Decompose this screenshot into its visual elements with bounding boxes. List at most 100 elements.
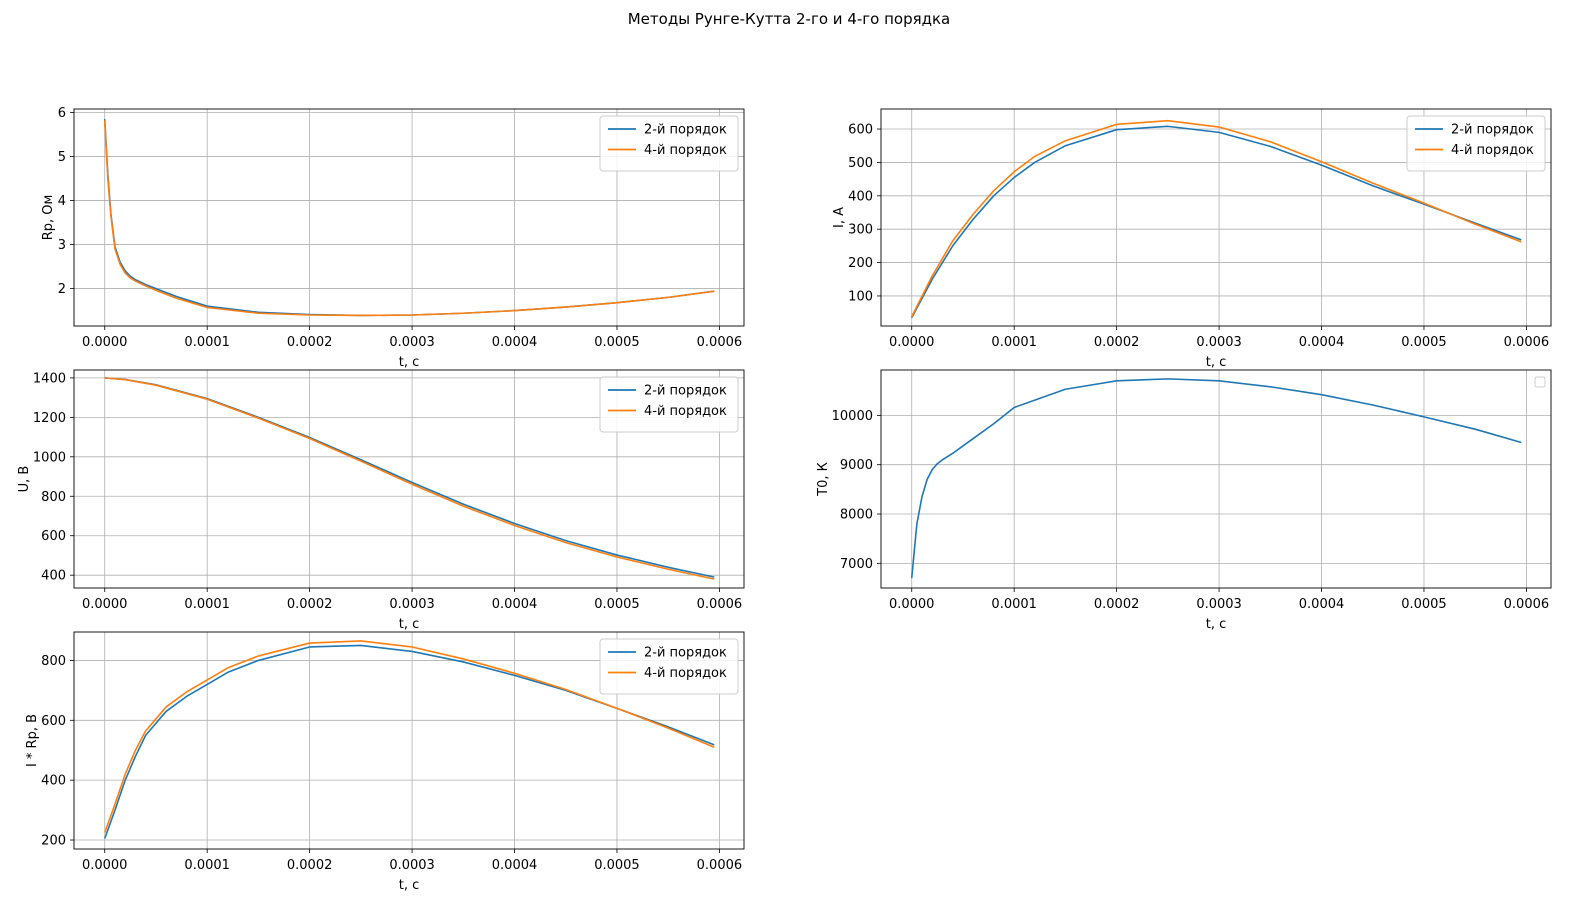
y-tick-label: 1200 [33,411,66,426]
legend-entry: 2-й порядок [644,123,727,138]
figure-title: Методы Рунге-Кутта 2-го и 4-го порядка [627,10,951,28]
x-tick-label: 0.0003 [1196,335,1242,350]
x-tick-label: 0.0006 [697,597,743,612]
x-tick-label: 0.0001 [184,858,230,873]
y-tick-label: 8000 [840,508,873,523]
y-axis-label: U, В [17,466,32,493]
x-tick-label: 0.0005 [594,335,640,350]
series-line-2 [103,120,715,317]
x-tick-label: 0.0003 [389,597,435,612]
series-line-1 [911,125,1522,319]
legend-empty [1534,376,1546,388]
y-tick-label: 500 [848,156,873,171]
x-tick-label: 0.0002 [1094,335,1140,350]
legend: 2-й порядок 4-й порядок [1406,115,1546,172]
x-tick-label: 0.0005 [594,858,640,873]
y-axis-label: Rp, Ом [41,195,56,241]
x-axis-label: t, с [399,355,420,370]
axes-frame [73,108,745,327]
subplot-3: 0.0000 0.0001 0.0002 0.0003 0.0004 0.0005 0.00… [17,369,745,632]
legend-entry: 4-й порядок [1451,143,1534,158]
y-tick-label: 400 [41,569,66,584]
y-tick-label: 100 [848,289,873,304]
y-tick-label: 400 [41,774,66,789]
y-tick-label: 600 [848,123,873,138]
y-tick-label: 600 [41,714,66,729]
subplot-4: 0.0000 0.0001 0.0002 0.0003 0.0004 0.0005 0.00… [816,369,1552,632]
x-tick-label: 0.0000 [889,335,935,350]
y-tick-label: 300 [848,223,873,238]
x-tick-label: 0.0003 [1196,597,1242,612]
x-tick-label: 0.0002 [287,335,333,350]
legend-entry: 4-й порядок [644,404,727,419]
y-tick-label: 3 [58,238,66,253]
y-tick-label: 2 [58,282,66,297]
legend: 2-й порядок 4-й порядок [599,638,739,695]
x-tick-label: 0.0005 [594,597,640,612]
axes-frame [880,369,1552,589]
x-axis-label: t, с [399,617,420,632]
legend-entry: 2-й порядок [1451,123,1534,138]
legend: 2-й порядок 4-й порядок [599,115,739,172]
x-tick-label: 0.0000 [889,597,935,612]
x-tick-label: 0.0004 [492,597,538,612]
x-tick-label: 0.0004 [1299,597,1345,612]
series-line-1 [910,378,1522,579]
subplot-1: 0.0000 0.0001 0.0002 0.0003 0.0004 0.0005 0.00… [41,106,745,370]
x-tick-label: 0.0003 [389,858,435,873]
x-tick-label: 0.0005 [1401,335,1447,350]
y-tick-label: 4 [58,194,66,209]
y-tick-label: 1400 [33,371,66,386]
x-tick-label: 0.0004 [492,335,538,350]
x-tick-label: 0.0002 [287,858,333,873]
series-line-2 [104,377,715,580]
x-tick-label: 0.0000 [82,858,128,873]
x-axis-label: t, с [1206,617,1227,632]
legend: 2-й порядок 4-й порядок [599,376,739,433]
series-line-2 [103,640,715,833]
axes-frame [73,631,745,850]
x-tick-label: 0.0004 [492,858,538,873]
x-tick-label: 0.0001 [991,335,1037,350]
series-line-2 [911,119,1522,318]
x-tick-label: 0.0006 [1504,335,1550,350]
y-tick-label: 800 [41,654,66,669]
axes-frame [880,108,1552,327]
legend-entry: 4-й порядок [644,666,727,681]
y-tick-label: 200 [848,256,873,271]
x-tick-label: 0.0003 [389,335,435,350]
subplot-5: 0.0000 0.0001 0.0002 0.0003 0.0004 0.0005 0.00… [25,631,745,893]
y-tick-label: 800 [41,490,66,505]
x-tick-label: 0.0005 [1401,597,1447,612]
legend-entry: 4-й порядок [644,143,727,158]
subplot-2: 0.0000 0.0001 0.0002 0.0003 0.0004 0.0005 0.00… [832,108,1552,370]
legend-entry: 2-й порядок [644,384,727,399]
x-axis-label: t, с [399,878,420,893]
legend-entry: 2-й порядок [644,646,727,661]
y-tick-label: 400 [848,189,873,204]
x-tick-label: 0.0002 [1094,597,1140,612]
y-tick-label: 200 [41,834,66,849]
y-tick-label: 1000 [33,450,66,465]
y-tick-label: 5 [58,150,66,165]
x-tick-label: 0.0006 [697,858,743,873]
series-line-1 [103,644,715,839]
y-tick-label: 6 [58,106,66,121]
x-tick-label: 0.0001 [184,335,230,350]
y-axis-label: T0, К [816,462,831,497]
axes-frame [73,369,745,589]
y-tick-label: 600 [41,529,66,544]
y-tick-label: 7000 [840,557,873,572]
x-tick-label: 0.0000 [82,597,128,612]
x-tick-label: 0.0002 [287,597,333,612]
y-axis-label: I, А [832,207,847,228]
x-tick-label: 0.0006 [697,335,743,350]
x-tick-label: 0.0001 [991,597,1037,612]
y-tick-label: 10000 [832,409,873,424]
y-axis-label: I * Rp, В [25,714,40,767]
x-axis-label: t, с [1206,355,1227,370]
y-tick-label: 9000 [840,458,873,473]
x-tick-label: 0.0001 [184,597,230,612]
